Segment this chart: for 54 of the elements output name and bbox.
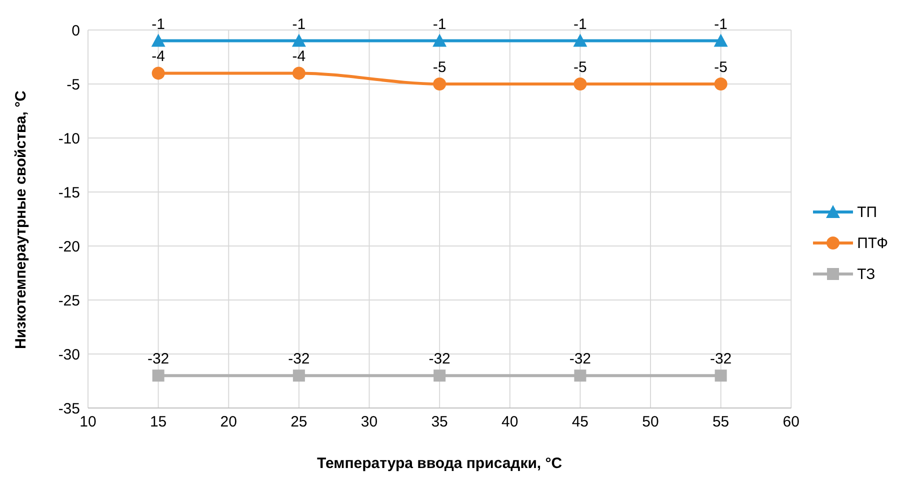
point	[292, 34, 306, 47]
data-label: -5	[714, 59, 728, 76]
y-tick-label: -20	[58, 238, 80, 256]
data-label: -1	[432, 16, 446, 33]
x-tick-label: 55	[712, 414, 730, 431]
data-label: -4	[152, 48, 165, 66]
x-tick-label: 50	[642, 414, 659, 431]
y-tick-label: -10	[58, 130, 80, 148]
x-tick-label: 15	[150, 414, 167, 431]
point	[152, 66, 165, 80]
y-tick-label: -35	[58, 400, 80, 418]
data-label: -5	[432, 59, 446, 76]
data-label: -32	[428, 350, 450, 368]
x-tick-label: 40	[502, 414, 518, 431]
data-label: -32	[710, 350, 732, 368]
y-tick-label: -15	[58, 184, 80, 202]
y-tick-label: -30	[58, 346, 80, 364]
legend-label: ПТФ	[857, 234, 888, 252]
data-label: -1	[292, 16, 306, 33]
data-label: -32	[569, 350, 592, 368]
point	[152, 370, 164, 382]
point	[714, 78, 728, 90]
x-tick-label: 20	[220, 414, 237, 431]
legend-label: ТЗ	[857, 266, 876, 282]
data-label: -1	[574, 16, 587, 33]
y-axis-title: Низкотемпераутрные свойства, °C	[12, 90, 30, 349]
point	[292, 370, 305, 382]
y-tick-label: -25	[58, 292, 80, 310]
data-label: -5	[574, 59, 587, 76]
point	[151, 34, 166, 47]
point	[292, 66, 306, 80]
data-label: -32	[288, 350, 310, 368]
y-tick-label: 0	[72, 22, 80, 40]
x-axis-title: Температура ввода присадки, °C	[317, 455, 562, 472]
y-tick-label: -5	[66, 76, 80, 94]
point	[434, 370, 446, 382]
point	[574, 370, 586, 382]
legend-label: ТП	[857, 204, 878, 220]
x-tick-label: 10	[80, 414, 96, 431]
point	[432, 34, 447, 47]
point	[574, 78, 587, 90]
point	[433, 78, 446, 90]
data-label: -1	[714, 16, 728, 33]
x-tick-label: 30	[360, 414, 378, 431]
x-tick-label: 60	[782, 414, 800, 431]
point	[573, 34, 588, 47]
point	[714, 370, 727, 382]
point	[714, 34, 728, 47]
x-tick-label: 35	[431, 414, 448, 431]
x-tick-label: 45	[572, 414, 589, 431]
x-tick-label: 25	[290, 414, 308, 431]
data-label: -32	[147, 350, 170, 368]
data-label: -1	[152, 16, 165, 33]
data-label: -4	[292, 48, 306, 66]
